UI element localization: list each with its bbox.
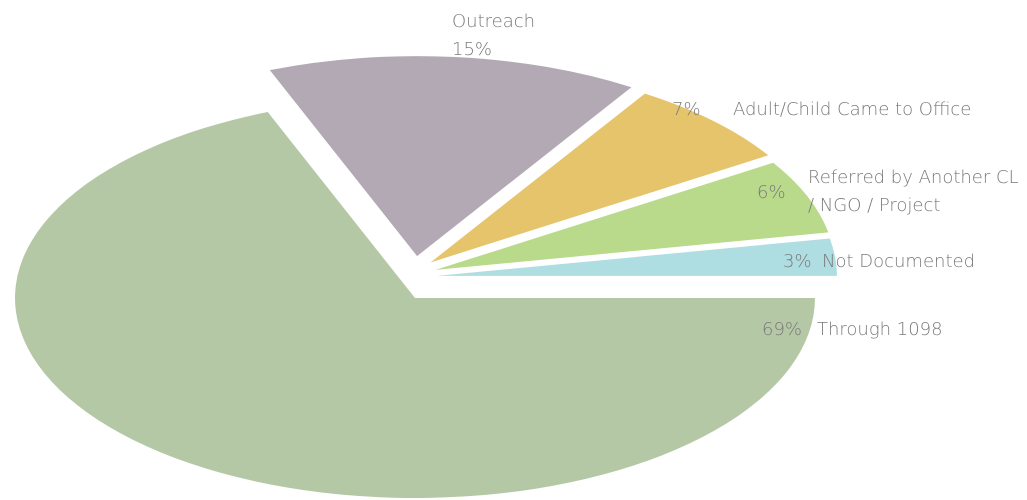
category-label: Outreach: [452, 11, 536, 32]
pie-slice: [435, 162, 829, 270]
category-label: Through 1098: [817, 319, 943, 340]
category-label: Referred by Another CL / NGO / Project: [808, 167, 1019, 216]
category-label: Adult/Child Came to Office: [733, 99, 972, 120]
pie-slice: [430, 93, 769, 263]
value-label: 15%: [452, 39, 493, 60]
value-label: 6%: [757, 182, 786, 203]
value-label: 3%: [783, 251, 812, 272]
value-label: 7%: [672, 99, 701, 120]
value-label: 69%: [762, 319, 803, 340]
pie-slice: [269, 56, 632, 257]
category-label: Not Documented: [822, 251, 976, 272]
pie-slice: [436, 238, 837, 276]
pie-slice: [14, 112, 815, 499]
